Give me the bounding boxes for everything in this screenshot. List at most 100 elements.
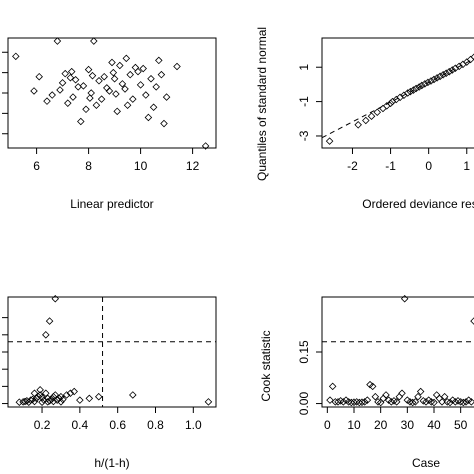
data-point (69, 93, 77, 101)
data-point (354, 121, 362, 129)
x-tick-label: 1.0 (185, 418, 202, 432)
data-point (325, 137, 334, 145)
y-axis-label: Cook statistic (259, 330, 273, 401)
x-axis: -2 -1 0 1 (347, 148, 470, 173)
data-point (451, 398, 460, 406)
data-point (436, 72, 444, 81)
data-point (61, 69, 69, 78)
data-point (134, 67, 142, 76)
y-tick-label: 0.00 (297, 392, 311, 416)
data-point (160, 119, 168, 128)
data-point (360, 398, 369, 406)
data-point (97, 95, 106, 103)
panel-cook-statistic: 0 10 20 30 40 50 0.00 0.15 Case Cook statistic (259, 294, 474, 470)
data-point (49, 397, 58, 406)
data-point (43, 398, 52, 406)
data-point (147, 74, 155, 83)
x-tick-label: 10 (134, 159, 148, 173)
y-tick-label: -3 (297, 130, 311, 141)
data-point (76, 396, 84, 404)
data-point (334, 398, 342, 406)
y-axis: 0.00 0.15 (297, 340, 322, 415)
data-point (35, 72, 43, 81)
data-point (53, 396, 61, 404)
x-tick-label: 0.8 (147, 418, 164, 432)
data-point (411, 398, 420, 406)
data-point (416, 387, 425, 396)
data-point (422, 398, 430, 406)
data-point (129, 95, 137, 103)
data-point (144, 113, 153, 122)
data-point (62, 391, 71, 399)
y-tick-label: -1 (297, 96, 311, 107)
plot-frame (7, 296, 217, 408)
data-point (74, 83, 82, 91)
data-point (430, 398, 438, 407)
data-point (427, 77, 435, 85)
data-point (90, 37, 98, 45)
data-point (414, 392, 422, 401)
data-point (48, 91, 56, 99)
data-point (86, 94, 94, 102)
x-tick-label: 8 (85, 159, 92, 173)
data-point (155, 56, 163, 65)
data-point (42, 389, 50, 398)
x-tick-label: 20 (374, 418, 388, 432)
panel-linear-predictor: 6 8 10 12 Linear predictor (2, 37, 217, 211)
data-point (470, 53, 474, 61)
y-axis (2, 317, 8, 405)
data-point (66, 389, 75, 398)
x-tick-label: 0 (324, 418, 331, 432)
x-axis-label: h/(1-h) (94, 456, 129, 470)
y-axis-label: Quantiles of standard normal (255, 27, 269, 181)
data-point (25, 398, 33, 406)
data-point (433, 74, 441, 82)
data-point (326, 396, 334, 404)
data-point (442, 69, 450, 78)
plot-frame (7, 37, 217, 149)
data-point (116, 61, 124, 70)
data-point (45, 317, 54, 325)
data-point (149, 103, 158, 112)
data-point (382, 391, 390, 399)
data-point (79, 82, 88, 90)
data-point (92, 101, 101, 109)
data-point (459, 398, 468, 407)
data-point (409, 86, 418, 94)
data-point (123, 101, 132, 109)
x-tick-label: 1 (463, 159, 470, 173)
x-axis: 6 8 10 12 (33, 148, 200, 173)
data-point (64, 99, 72, 107)
x-tick-label: -2 (347, 159, 358, 173)
data-point (105, 87, 114, 95)
x-tick-label: 0.6 (109, 418, 126, 432)
data-point (373, 108, 382, 117)
data-point (162, 93, 171, 101)
data-point (456, 398, 465, 406)
data-point (126, 70, 134, 79)
data-point (30, 397, 39, 406)
data-point (57, 392, 65, 401)
data-point (142, 91, 150, 99)
data-point (112, 90, 120, 98)
y-axis: -3 -1 1 (297, 64, 322, 141)
y-tick-label: 0.15 (297, 340, 311, 364)
data-point (398, 389, 406, 398)
data-point (121, 85, 129, 93)
data-point (152, 83, 160, 91)
data-point (374, 398, 382, 406)
data-point (57, 398, 65, 406)
x-axis-label: Case (412, 456, 440, 470)
points (326, 294, 474, 407)
data-point (66, 73, 75, 82)
data-point (445, 67, 454, 76)
panel-qq-plot: -2 -1 0 1 -3 -1 1 Ordered deviance res Quanti… (255, 27, 474, 211)
plot-frame (321, 37, 474, 149)
data-point (95, 77, 103, 85)
data-point (415, 83, 423, 91)
data-point (58, 79, 67, 87)
data-point (108, 58, 116, 67)
x-tick-label: 30 (401, 418, 415, 432)
data-point (84, 65, 93, 74)
data-point (43, 97, 51, 105)
